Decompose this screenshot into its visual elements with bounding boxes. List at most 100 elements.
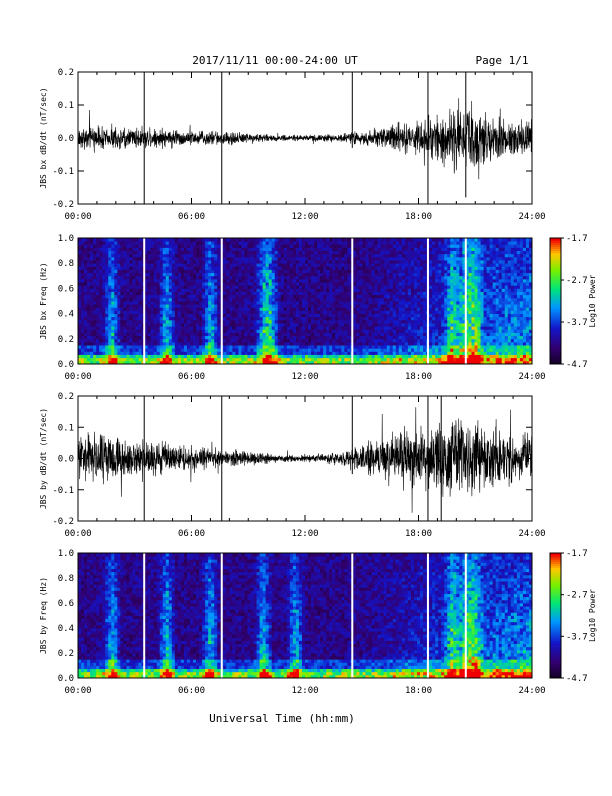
heatmap-cell	[326, 282, 329, 286]
heatmap-cell	[235, 295, 238, 299]
heatmap-cell	[284, 273, 287, 277]
heatmap-cell	[423, 323, 426, 327]
heatmap-cell	[402, 257, 405, 261]
heatmap-cell	[178, 351, 181, 355]
heatmap-cell	[329, 348, 332, 352]
heatmap-cell	[139, 244, 142, 248]
heatmap-cell	[296, 310, 299, 314]
heatmap-cell	[272, 339, 275, 343]
heatmap-cell	[323, 314, 326, 318]
heatmap-cell	[163, 298, 166, 302]
heatmap-cell	[99, 241, 102, 245]
heatmap-cell	[111, 351, 114, 355]
heatmap-cell	[244, 273, 247, 277]
heatmap-cell	[411, 276, 414, 280]
heatmap-cell	[226, 257, 229, 261]
heatmap-cell	[311, 342, 314, 346]
heatmap-cell	[381, 292, 384, 296]
heatmap-cell	[184, 288, 187, 292]
heatmap-cell	[160, 329, 163, 333]
heatmap-cell	[405, 333, 408, 337]
heatmap-cell	[305, 247, 308, 251]
heatmap-cell	[308, 247, 311, 251]
heatmap-cell	[438, 266, 441, 270]
heatmap-cell	[254, 320, 257, 324]
heatmap-cell	[211, 310, 214, 314]
heatmap-cell	[87, 282, 90, 286]
heatmap-cell	[417, 295, 420, 299]
heatmap-cell	[399, 348, 402, 352]
heatmap-cell	[226, 307, 229, 311]
heatmap-cell	[235, 329, 238, 333]
heatmap-cell	[332, 285, 335, 289]
heatmap-cell	[266, 270, 269, 274]
heatmap-cell	[120, 244, 123, 248]
heatmap-cell	[148, 320, 151, 324]
heatmap-cell	[302, 314, 305, 318]
heatmap-cell	[423, 314, 426, 318]
heatmap-cell	[347, 266, 350, 270]
heatmap-cell	[363, 273, 366, 277]
heatmap-cell	[251, 304, 254, 308]
heatmap-cell	[299, 285, 302, 289]
heatmap-cell	[411, 241, 414, 245]
heatmap-cell	[305, 358, 308, 362]
heatmap-cell	[175, 279, 178, 283]
heatmap-cell	[202, 304, 205, 308]
heatmap-cell	[396, 304, 399, 308]
heatmap-cell	[326, 276, 329, 280]
heatmap-cell	[384, 257, 387, 261]
heatmap-cell	[290, 358, 293, 362]
heatmap-cell	[272, 270, 275, 274]
heatmap-cell	[169, 358, 172, 362]
heatmap-cell	[263, 295, 266, 299]
heatmap-cell	[123, 295, 126, 299]
heatmap-cell	[335, 342, 338, 346]
heatmap-cell	[139, 339, 142, 343]
heatmap-cell	[378, 298, 381, 302]
heatmap-cell	[372, 304, 375, 308]
heatmap-cell	[260, 298, 263, 302]
heatmap-cell	[423, 342, 426, 346]
heatmap-cell	[199, 329, 202, 333]
heatmap-cell	[260, 320, 263, 324]
heatmap-cell	[411, 292, 414, 296]
heatmap-cell	[96, 257, 99, 261]
heatmap-cell	[399, 285, 402, 289]
heatmap-cell	[372, 320, 375, 324]
heatmap-cell	[87, 307, 90, 311]
heatmap-cell	[199, 342, 202, 346]
heatmap-cell	[272, 345, 275, 349]
heatmap-cell	[387, 241, 390, 245]
heatmap-cell	[84, 348, 87, 352]
heatmap-cell	[139, 307, 142, 311]
heatmap-cell	[399, 355, 402, 359]
heatmap-cell	[396, 310, 399, 314]
heatmap-cell	[217, 310, 220, 314]
heatmap-cell	[84, 273, 87, 277]
heatmap-cell	[359, 266, 362, 270]
heatmap-cell	[211, 288, 214, 292]
heatmap-cell	[226, 270, 229, 274]
heatmap-cell	[105, 323, 108, 327]
heatmap-cell	[193, 276, 196, 280]
heatmap-cell	[396, 276, 399, 280]
heatmap-cell	[114, 254, 117, 258]
heatmap-cell	[199, 333, 202, 337]
heatmap-cell	[166, 247, 169, 251]
heatmap-cell	[214, 241, 217, 245]
heatmap-cell	[408, 251, 411, 255]
heatmap-cell	[302, 348, 305, 352]
heatmap-cell	[317, 304, 320, 308]
heatmap-cell	[184, 263, 187, 267]
heatmap-cell	[338, 339, 341, 343]
heatmap-cell	[396, 326, 399, 330]
heatmap-cell	[272, 323, 275, 327]
heatmap-cell	[378, 310, 381, 314]
heatmap-cell	[411, 336, 414, 340]
heatmap-cell	[84, 292, 87, 296]
heatmap-cell	[120, 333, 123, 337]
heatmap-cell	[163, 288, 166, 292]
heatmap-cell	[369, 254, 372, 258]
heatmap-cell	[329, 241, 332, 245]
